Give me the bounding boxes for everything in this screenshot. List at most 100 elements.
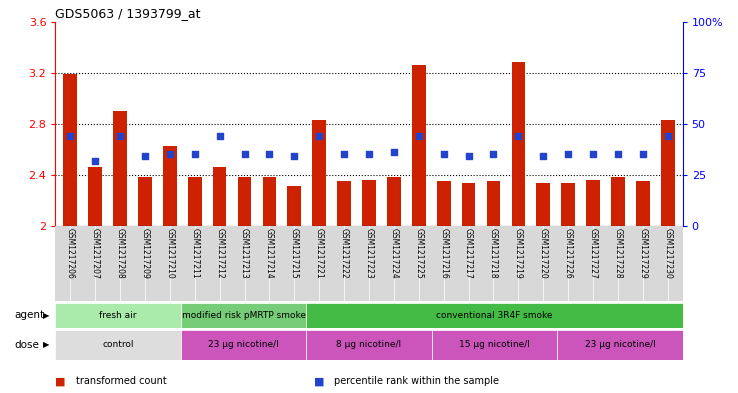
Bar <box>55 330 181 360</box>
Text: 15 μg nicotine/l: 15 μg nicotine/l <box>459 340 530 349</box>
Point <box>263 151 275 158</box>
Point <box>438 151 449 158</box>
Text: GSM1217227: GSM1217227 <box>588 228 598 279</box>
Text: GSM1217223: GSM1217223 <box>365 228 373 279</box>
Text: GSM1217225: GSM1217225 <box>414 228 424 279</box>
Point <box>338 151 350 158</box>
Bar <box>89 167 102 226</box>
Bar <box>387 178 401 226</box>
Text: ■: ■ <box>314 376 324 386</box>
Text: GSM1217208: GSM1217208 <box>116 228 125 279</box>
Point <box>289 153 300 160</box>
Text: fresh air: fresh air <box>100 311 137 320</box>
Bar <box>188 178 201 226</box>
Text: GSM1217219: GSM1217219 <box>514 228 523 279</box>
Point <box>488 151 500 158</box>
Bar <box>337 181 351 226</box>
Bar <box>263 178 276 226</box>
Text: transformed count: transformed count <box>76 376 167 386</box>
Text: ■: ■ <box>55 376 66 386</box>
Point <box>637 151 649 158</box>
Text: GSM1217213: GSM1217213 <box>240 228 249 279</box>
Point <box>164 151 176 158</box>
Bar <box>163 145 176 226</box>
Text: GSM1217220: GSM1217220 <box>539 228 548 279</box>
Bar <box>181 303 306 328</box>
Bar <box>511 62 525 226</box>
Text: agent: agent <box>15 310 45 320</box>
Text: conventional 3R4F smoke: conventional 3R4F smoke <box>436 311 553 320</box>
Point <box>139 153 151 160</box>
Bar <box>288 186 301 226</box>
Bar <box>312 120 326 226</box>
Bar <box>462 182 475 226</box>
Text: 23 μg nicotine/l: 23 μg nicotine/l <box>208 340 279 349</box>
Text: GSM1217221: GSM1217221 <box>314 228 324 279</box>
Point <box>214 133 226 139</box>
Text: GSM1217209: GSM1217209 <box>140 228 150 279</box>
Bar <box>213 167 227 226</box>
Text: GSM1217216: GSM1217216 <box>439 228 448 279</box>
Point <box>64 133 76 139</box>
Point <box>238 151 250 158</box>
Text: control: control <box>103 340 134 349</box>
Text: 8 μg nicotine/l: 8 μg nicotine/l <box>337 340 401 349</box>
Point <box>662 133 674 139</box>
Text: modified risk pMRTP smoke: modified risk pMRTP smoke <box>182 311 306 320</box>
Point <box>562 151 574 158</box>
Text: GSM1217222: GSM1217222 <box>339 228 348 279</box>
Text: GSM1217218: GSM1217218 <box>489 228 498 279</box>
Text: ▶: ▶ <box>44 311 49 320</box>
Bar <box>611 178 625 226</box>
Text: GSM1217226: GSM1217226 <box>564 228 573 279</box>
Point <box>612 151 624 158</box>
Text: GSM1217217: GSM1217217 <box>464 228 473 279</box>
Bar <box>437 181 450 226</box>
Point <box>587 151 599 158</box>
Text: 23 μg nicotine/l: 23 μg nicotine/l <box>584 340 655 349</box>
Point <box>388 149 400 156</box>
Text: GDS5063 / 1393799_at: GDS5063 / 1393799_at <box>55 7 201 20</box>
Bar <box>238 178 252 226</box>
Point <box>537 153 549 160</box>
Text: GSM1217207: GSM1217207 <box>91 228 100 279</box>
Text: GSM1217229: GSM1217229 <box>638 228 647 279</box>
Bar <box>562 182 575 226</box>
Bar <box>113 111 127 226</box>
Point <box>114 133 126 139</box>
Point <box>463 153 475 160</box>
Bar <box>63 74 77 226</box>
Text: GSM1217228: GSM1217228 <box>613 228 622 279</box>
Point <box>413 133 424 139</box>
Bar <box>557 330 683 360</box>
Text: GSM1217230: GSM1217230 <box>663 228 672 279</box>
Text: GSM1217212: GSM1217212 <box>215 228 224 279</box>
Bar <box>586 180 600 226</box>
Text: dose: dose <box>15 340 40 350</box>
Point <box>189 151 201 158</box>
Text: GSM1217215: GSM1217215 <box>290 228 299 279</box>
Point <box>512 133 524 139</box>
Bar <box>306 303 683 328</box>
Bar <box>181 330 306 360</box>
Bar <box>362 180 376 226</box>
Bar <box>55 303 181 328</box>
Bar <box>306 330 432 360</box>
Text: GSM1217206: GSM1217206 <box>66 228 75 279</box>
Text: ▶: ▶ <box>44 340 49 349</box>
Bar <box>138 178 152 226</box>
Bar <box>486 181 500 226</box>
Bar <box>661 120 675 226</box>
Text: GSM1217211: GSM1217211 <box>190 228 199 279</box>
Bar <box>537 182 550 226</box>
Point <box>314 133 325 139</box>
Bar <box>412 65 426 226</box>
Point <box>89 158 101 164</box>
Bar <box>636 181 649 226</box>
Text: percentile rank within the sample: percentile rank within the sample <box>334 376 500 386</box>
Text: GSM1217224: GSM1217224 <box>390 228 399 279</box>
Point <box>363 151 375 158</box>
Bar <box>432 330 557 360</box>
Text: GSM1217210: GSM1217210 <box>165 228 174 279</box>
Text: GSM1217214: GSM1217214 <box>265 228 274 279</box>
